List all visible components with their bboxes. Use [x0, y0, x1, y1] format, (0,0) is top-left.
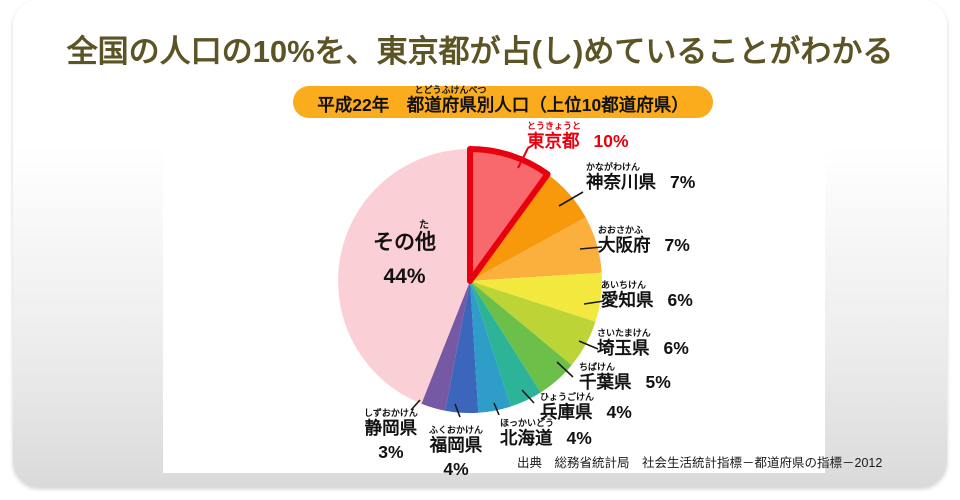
leader-line-4: [578, 340, 599, 350]
prefecture-name: 静岡県: [364, 418, 418, 438]
pie-slice-2: [470, 217, 602, 281]
pie-slice-4: [470, 281, 596, 366]
pie-label-aichi: あいちけん 愛知県 6%: [601, 280, 693, 310]
prefecture-pct: 7%: [664, 235, 690, 255]
subtitle-suffix: 人口（上位10都道府県）: [494, 94, 689, 115]
prefecture-pct: 5%: [645, 372, 671, 392]
prefecture-name: 北海道: [500, 428, 553, 448]
pie-label-hokkaido: ほっかいどう 北海道 4%: [500, 418, 592, 448]
prefecture-pct: 10%: [593, 131, 629, 151]
pie-label-osaka: おおさかふ 大阪府 7%: [598, 225, 690, 255]
pie-label-fukuoka: ふくおかけん 福岡県 4%: [429, 425, 484, 479]
subtitle-furigana: とどうふけんべつ: [414, 84, 487, 95]
leader-line-6: [521, 389, 535, 404]
pie-slice-9: [421, 281, 470, 411]
pie-label-hyogo: ひょうごけん 兵庫県 4%: [540, 392, 632, 422]
chart-subtitle-pill: 平成22年 とどうふけんべつ 都道府県別 人口（上位10都道府県）: [293, 84, 713, 118]
pie-label-chiba: ちばけん 千葉県 5%: [579, 362, 671, 392]
others-name-prefix: その: [373, 231, 415, 254]
leader-line-5: [556, 361, 574, 378]
pie-slice-6: [470, 281, 541, 407]
leader-line-8: [454, 403, 461, 418]
prefecture-pct: 4%: [443, 458, 469, 479]
pie-slice-0: [470, 148, 548, 281]
pie-slice-highlight-outline: [467, 146, 551, 284]
pie-slice-1: [470, 174, 586, 281]
pie-slice-7: [470, 281, 511, 413]
prefecture-name: 大阪府: [598, 235, 651, 255]
pie-slice-10: [338, 149, 470, 404]
page-title: 全国の人口の10%を、東京都が占(し)めていることがわかる: [66, 34, 894, 69]
pie-slice-3: [470, 272, 602, 322]
prefecture-pct: 6%: [663, 338, 689, 358]
pie-label-kanagawa: かながわけん 神奈川県 7%: [586, 162, 696, 192]
chart-panel: 平成22年 とどうふけんべつ 都道府県別 人口（上位10都道府県） とうきょうと…: [163, 80, 882, 477]
subtitle-prefix: 平成22年: [317, 94, 407, 115]
prefecture-pct: 4%: [566, 428, 592, 448]
prefecture-pct: 6%: [667, 290, 693, 310]
subtitle-ruby: とどうふけんべつ 都道府県別: [406, 84, 495, 115]
pie-label-tokyo: とうきょうと 東京都 10%: [527, 121, 629, 151]
prefecture-name: 東京都: [527, 131, 580, 151]
pie-chart: [338, 146, 605, 418]
prefecture-name: 兵庫県: [540, 402, 593, 422]
pie-label-others: た その他 44%: [373, 220, 436, 288]
leader-line-1: [558, 191, 584, 207]
leader-line-7: [493, 402, 500, 416]
prefecture-name: 千葉県: [579, 372, 632, 392]
prefecture-name: 愛知県: [601, 290, 654, 310]
pie-slice-5: [470, 281, 572, 393]
others-name-base: 他: [415, 231, 436, 254]
prefecture-name: 埼玉県: [597, 338, 650, 358]
others-pct: 44%: [383, 265, 426, 288]
prefecture-pct: 7%: [670, 172, 696, 192]
pie-slice-8: [445, 281, 479, 413]
prefecture-pct: 3%: [378, 441, 404, 462]
slide-card: 全国の人口の10%を、東京都が占(し)めていることがわかる 平成22年 とどうふ…: [13, 0, 947, 487]
prefecture-pct: 4%: [606, 402, 632, 422]
leader-line-3: [583, 300, 605, 305]
leader-line-9: [410, 399, 421, 411]
prefecture-name: 神奈川県: [586, 172, 656, 192]
subtitle-ruby-base: 都道府県別: [406, 94, 495, 115]
source-note: 出典 総務省統計局 社会生活統計指標－都道府県の指標－2012: [517, 456, 883, 470]
pie-label-saitama: さいたまけん 埼玉県 6%: [597, 328, 689, 358]
leader-line-2: [579, 246, 603, 250]
leader-line-0: [517, 147, 529, 169]
prefecture-name: 福岡県: [429, 435, 483, 455]
pie-label-shizuoka: しずおかけん 静岡県 3%: [364, 408, 418, 462]
